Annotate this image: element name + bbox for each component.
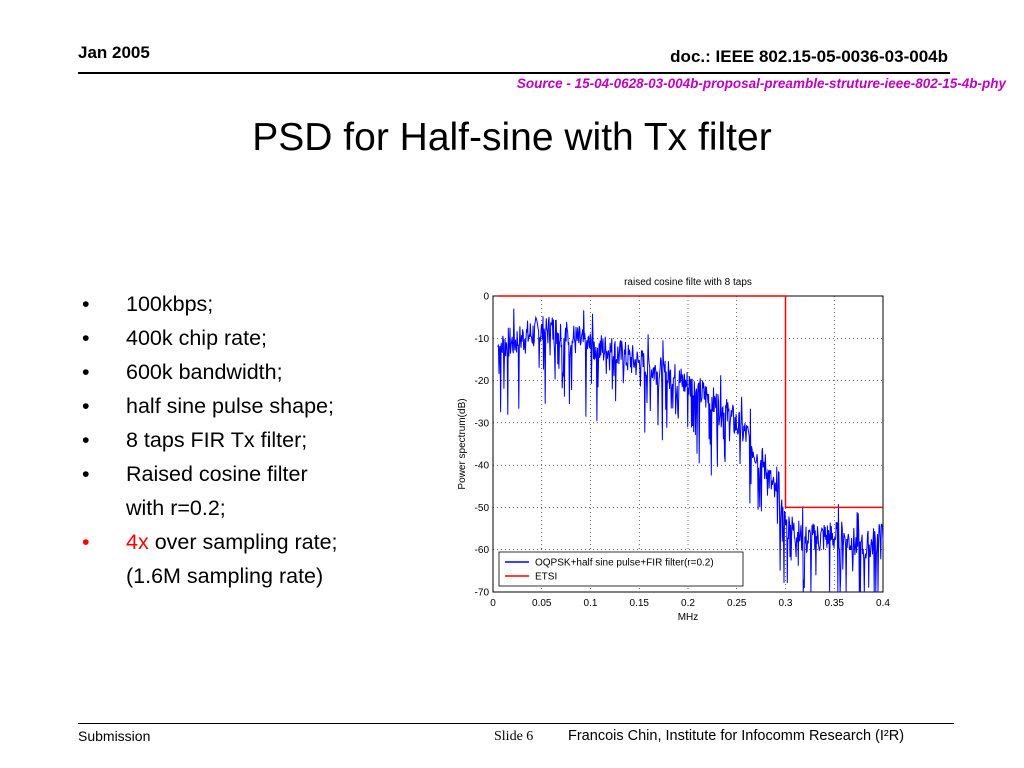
y-tick-label: -60 (475, 545, 490, 556)
bullet-text: (1.6M sampling rate) (126, 564, 324, 588)
x-tick-label: 0.2 (681, 598, 695, 609)
bullet-item: • 8 taps FIR Tx filter; (82, 423, 432, 457)
bullet-marker: • (82, 428, 90, 452)
footer-author: Francois Chin, Institute for Infocomm Re… (568, 728, 905, 744)
bullet-marker: • (82, 394, 90, 418)
x-tick-label: 0.15 (630, 598, 650, 609)
y-tick-label: -70 (475, 588, 490, 599)
x-tick-label: 0.25 (727, 598, 747, 609)
x-axis-label: MHz (678, 612, 699, 623)
legend-entry: ETSI (535, 572, 557, 583)
y-tick-label: 0 (483, 292, 489, 303)
bullet-marker: • (82, 530, 90, 554)
bullet-text: 600k bandwidth; (126, 360, 283, 384)
slide-title: PSD for Half-sine with Tx filter (252, 116, 772, 159)
bullet-item: • 4x over sampling rate; (1.6M sampling ra… (82, 525, 432, 593)
bullet-marker: • (82, 326, 90, 350)
bullet-item: • 600k bandwidth; (82, 355, 432, 389)
header-date: Jan 2005 (78, 43, 150, 62)
x-tick-label: 0.05 (532, 598, 552, 609)
x-tick-label: 0.1 (584, 598, 598, 609)
bullet-marker: • (82, 360, 90, 384)
bullet-item: • Raised cosine filter with r=0.2; (82, 457, 432, 525)
bullet-marker: • (82, 292, 90, 316)
y-tick-label: -40 (475, 461, 490, 472)
legend-box (498, 551, 744, 587)
y-tick-label: -10 (475, 334, 490, 345)
legend-entry: OQPSK+half sine pulse+FIR filter(r=0.2) (535, 558, 714, 569)
bullet-text: 400k chip rate; (126, 326, 268, 350)
bullet-item: • half sine pulse shape; (82, 389, 432, 423)
bullet-text: 100kbps; (126, 292, 214, 316)
psd-chart: 0 0.05 0.1 0.15 0.2 0.25 0.3 0.35 0.4 0 -10 -20 -30 -… (457, 277, 890, 623)
y-tick-label: -20 (475, 376, 490, 387)
bullet-item: • 100kbps; (82, 287, 432, 321)
bullet-text: with r=0.2; (126, 496, 226, 520)
x-tick-label: 0.3 (779, 598, 793, 609)
header-doc-id: doc.: IEEE 802.15-05-0036-03-004b (670, 47, 948, 66)
header-source: Source - 15-04-0628-03-004b-proposal-pre… (516, 76, 1006, 91)
bullet-text: 8 taps FIR Tx filter; (126, 428, 308, 452)
chart-title: raised cosine filte with 8 taps (624, 277, 752, 288)
bullet-text: over sampling rate; (148, 530, 338, 554)
x-tick-label: 0.4 (876, 598, 890, 609)
bullet-item: • 400k chip rate; (82, 321, 432, 355)
header-divider (78, 72, 950, 74)
series-line-etsi (497, 295, 883, 509)
bullet-text: Raised cosine filter (126, 462, 308, 486)
bullet-marker: • (82, 462, 90, 486)
footer-divider (78, 723, 954, 724)
footer-submission: Submission (78, 728, 151, 744)
y-tick-label: -50 (475, 503, 490, 514)
x-tick-label: 0 (490, 598, 496, 609)
bullet-list: • 100kbps; • 400k chip rate; • 600k bandwid… (82, 287, 432, 593)
bullet-highlight: 4x (126, 530, 149, 554)
bullet-text: half sine pulse shape; (126, 394, 334, 418)
series-line-oqpsk (497, 308, 884, 593)
x-tick-label: 0.35 (825, 598, 845, 609)
footer-slide-number: Slide 6 (494, 729, 534, 744)
y-axis-label: Power spectrum(dB) (457, 398, 468, 489)
y-tick-label: -30 (475, 418, 490, 429)
